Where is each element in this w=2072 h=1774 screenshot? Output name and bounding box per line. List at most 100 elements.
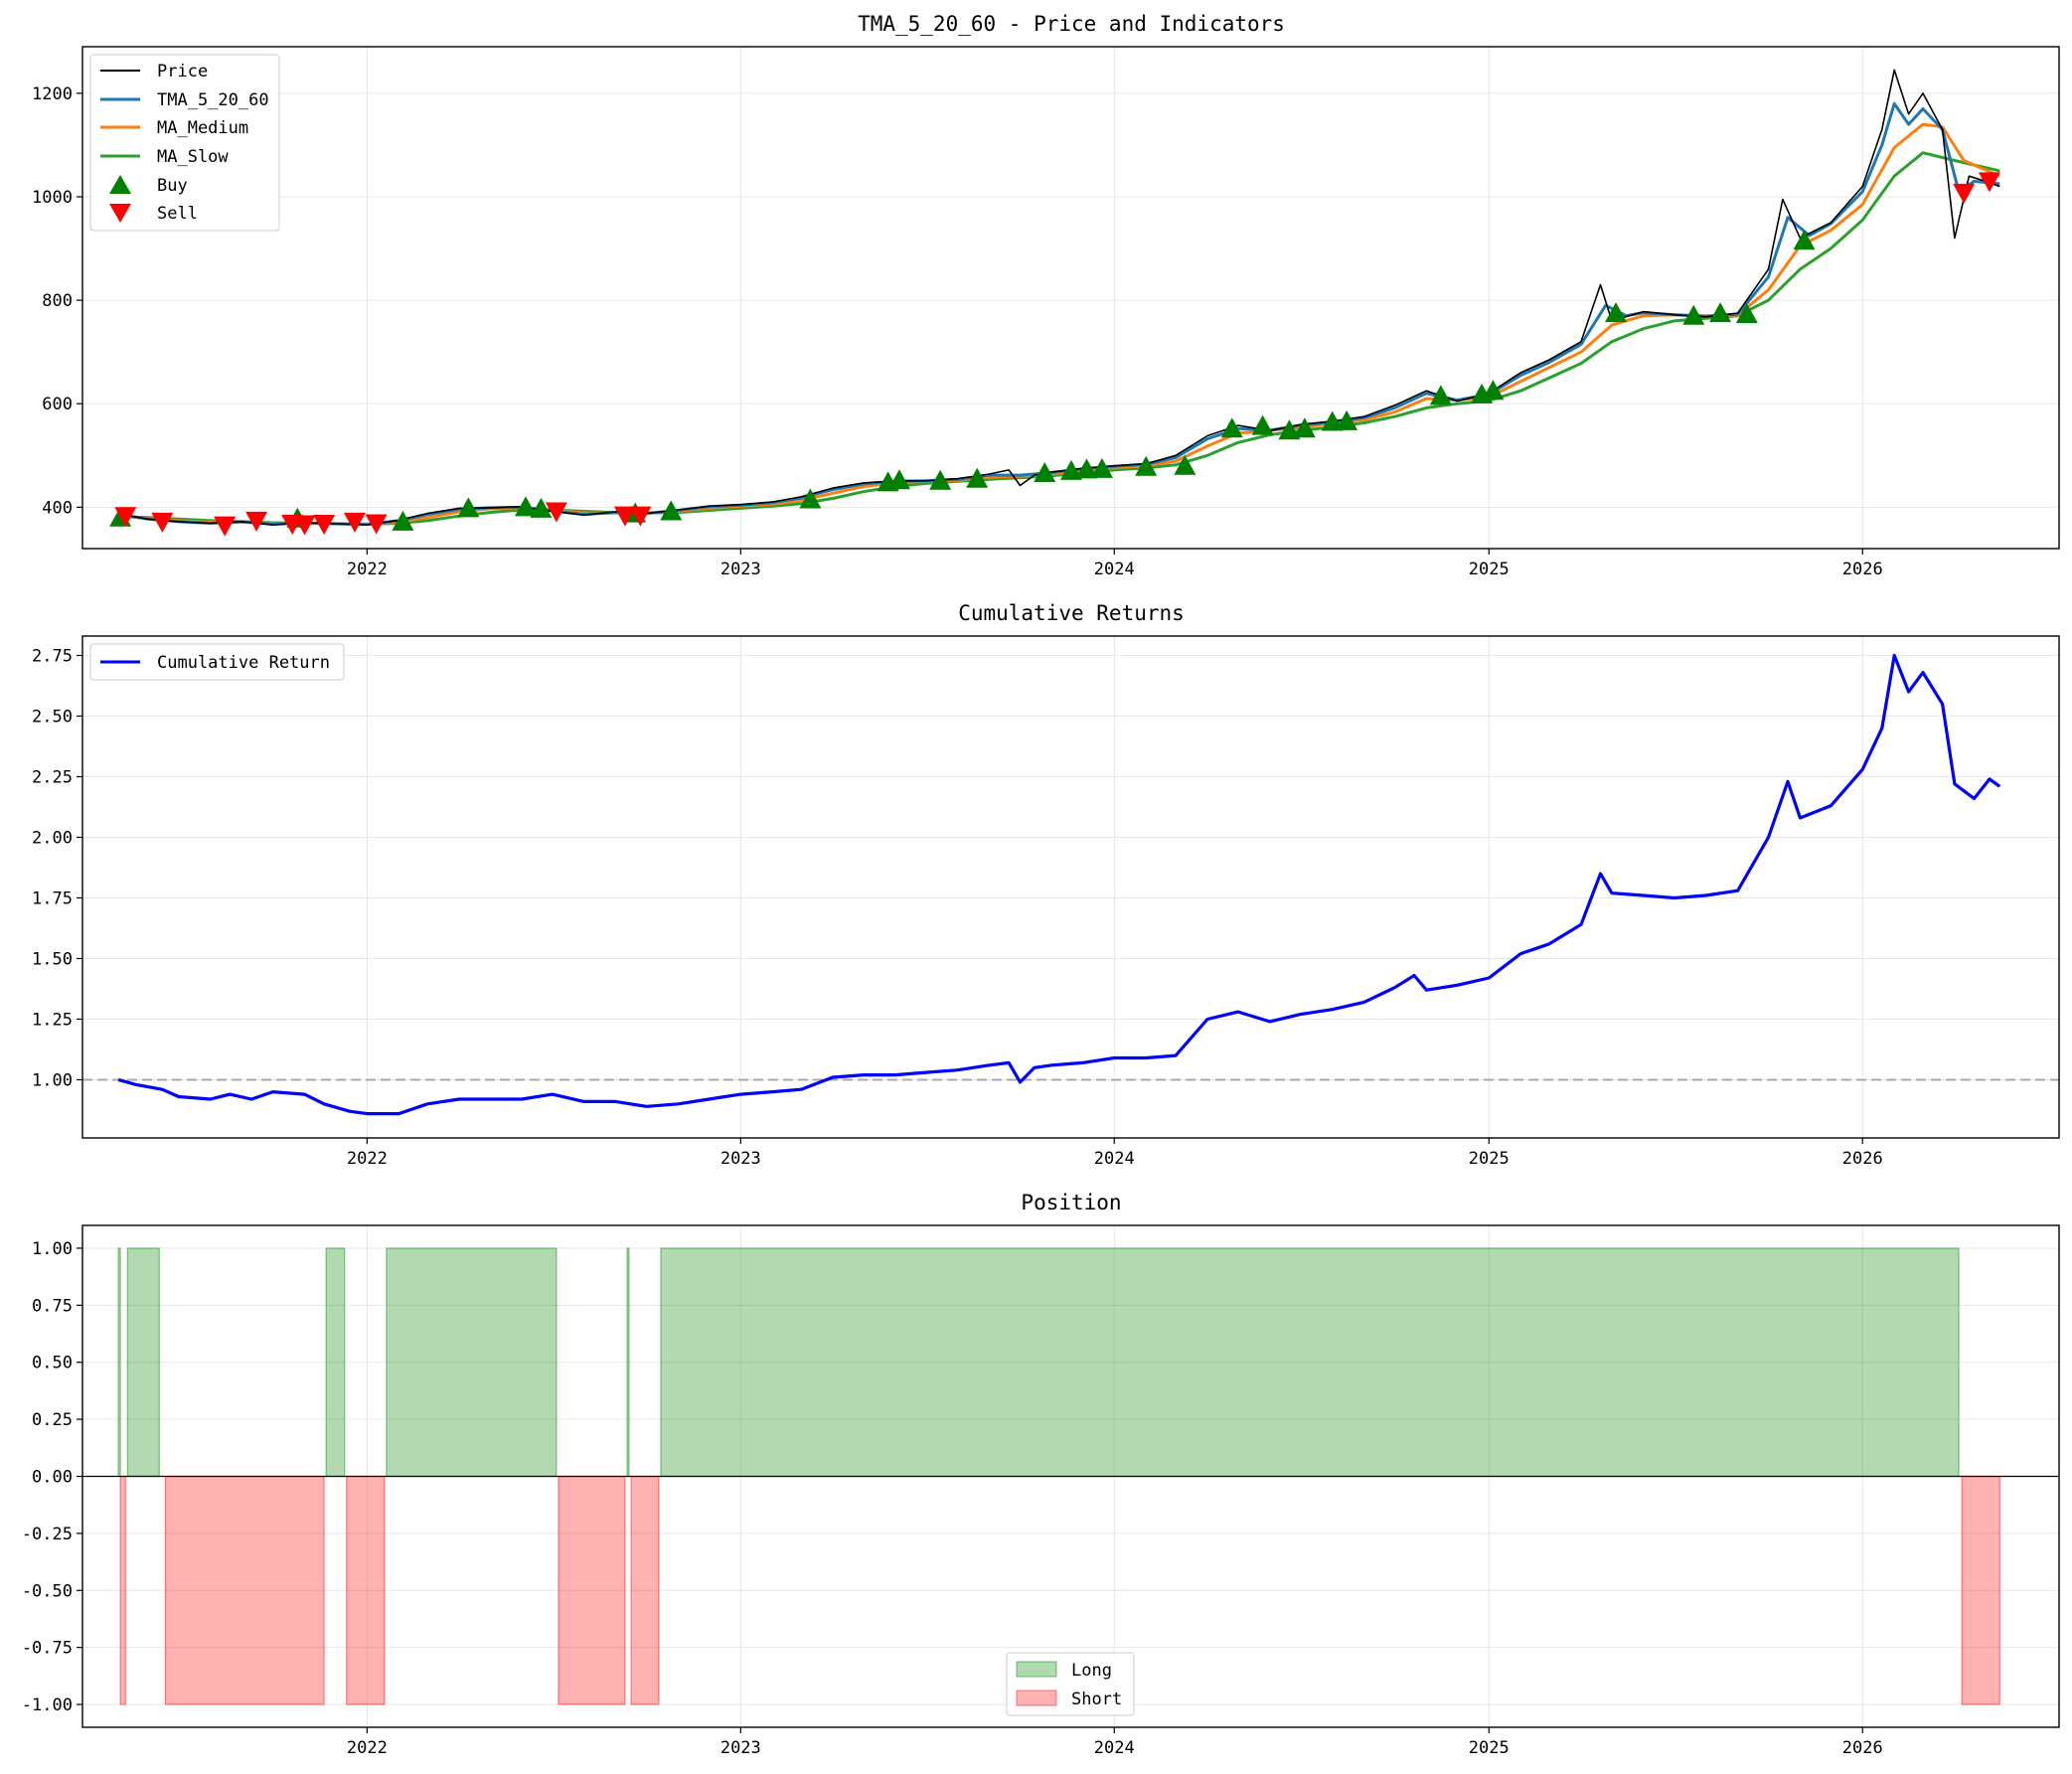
sell-marker	[114, 507, 137, 528]
sell-marker	[545, 502, 567, 523]
legend-sell-marker	[109, 204, 131, 223]
y-tick-label: 1.75	[32, 888, 73, 908]
long-area	[126, 1247, 160, 1478]
buy-marker	[1060, 459, 1083, 480]
buy-marker	[1709, 302, 1732, 323]
returns-y-ticks: 1.00 1.25 1.50 1.75 2.00 2.25 2.50 2.75	[32, 647, 82, 1090]
sell-marker	[629, 506, 652, 527]
long-area	[626, 1247, 630, 1478]
position-panel: Position 2022 2023 2024 2025 2026 1.00 0.75 0.…	[22, 1191, 2060, 1758]
y-tick-label: 600	[42, 395, 73, 414]
buy-marker	[1604, 302, 1627, 323]
x-tick-label: 2025	[1469, 1738, 1510, 1758]
short-area	[558, 1475, 626, 1705]
buy-marker	[1251, 414, 1274, 435]
buy-marker	[660, 500, 683, 521]
y-tick-label: 1.00	[32, 1239, 73, 1259]
buy-marker	[1278, 419, 1301, 440]
price-grid	[82, 47, 2059, 549]
buy-marker	[1220, 417, 1243, 438]
position-series	[117, 1247, 2000, 1705]
buy-marker	[457, 497, 480, 518]
legend-buy-marker	[109, 175, 131, 194]
returns-panel: Cumulative Returns 2022 2023 2024 2025 2026 …	[32, 601, 2060, 1169]
y-tick-label: 0.75	[32, 1296, 73, 1316]
price-y-ticks: 400 600 800 1000 1200	[32, 84, 82, 518]
sell-marker	[365, 514, 388, 535]
x-tick-label: 2023	[720, 560, 761, 579]
position-x-ticks: 2022 2023 2024 2025 2026	[347, 1727, 1883, 1758]
sell-marker	[214, 516, 237, 537]
y-tick-label: 2.50	[32, 708, 73, 727]
price-panel-title: TMA_5_20_60 - Price and Indicators	[858, 12, 1285, 36]
buy-marker	[1482, 380, 1505, 401]
series-line-cumulative-return	[117, 653, 2001, 1116]
y-tick-label: 0.50	[32, 1354, 73, 1373]
returns-x-ticks: 2022 2023 2024 2025 2026	[347, 1138, 1883, 1169]
price-markers	[109, 172, 2000, 537]
y-tick-label: 0.25	[32, 1410, 73, 1430]
price-legend: Price TMA_5_20_60 MA_Medium MA_Slow Buy …	[89, 54, 280, 232]
x-tick-label: 2024	[1094, 1149, 1135, 1169]
sell-marker	[293, 515, 316, 536]
y-tick-label: -0.50	[22, 1581, 73, 1601]
legend-ma-medium-label: MA_Medium	[157, 118, 248, 138]
sell-marker	[1978, 172, 2000, 193]
position-panel-title: Position	[1021, 1191, 1121, 1214]
x-tick-label: 2026	[1842, 1149, 1883, 1169]
legend-short-label: Short	[1071, 1690, 1122, 1709]
x-tick-label: 2024	[1094, 560, 1135, 579]
y-tick-label: 2.25	[32, 767, 73, 787]
y-tick-label: 400	[42, 498, 73, 518]
sell-marker	[245, 511, 268, 532]
buy-marker	[392, 510, 414, 531]
buy-marker	[1135, 455, 1158, 476]
y-tick-label: 2.75	[32, 647, 73, 667]
buy-marker	[515, 496, 538, 517]
buy-marker	[1034, 461, 1056, 482]
buy-marker	[1336, 409, 1358, 430]
y-tick-label: 1.50	[32, 949, 73, 969]
legend-price-label: Price	[157, 62, 208, 81]
returns-panel-title: Cumulative Returns	[958, 601, 1185, 625]
sell-marker	[343, 512, 366, 533]
y-tick-label: 0.00	[32, 1468, 73, 1488]
legend-tma-label: TMA_5_20_60	[157, 90, 269, 110]
long-area	[325, 1247, 346, 1478]
x-tick-label: 2024	[1094, 1738, 1135, 1758]
sell-marker	[313, 515, 336, 536]
short-area	[119, 1475, 126, 1705]
short-area	[630, 1475, 660, 1705]
buy-marker	[1429, 385, 1452, 405]
price-panel: TMA_5_20_60 - Price and Indicators 2022 2…	[32, 12, 2060, 579]
legend-long-swatch	[1016, 1661, 1057, 1678]
x-tick-label: 2022	[347, 1149, 388, 1169]
returns-axes-frame	[81, 635, 2060, 1139]
long-area	[660, 1247, 1960, 1478]
position-legend-box	[1006, 1652, 1135, 1716]
legend-sell-label: Sell	[157, 204, 198, 224]
buy-marker	[530, 497, 553, 518]
sell-marker	[1953, 183, 1976, 204]
buy-marker	[1735, 303, 1758, 324]
legend-short-swatch	[1016, 1690, 1057, 1706]
legend-long-label: Long	[1071, 1661, 1112, 1681]
returns-legend-box	[89, 643, 345, 681]
x-tick-label: 2022	[347, 1738, 388, 1758]
y-tick-label: 1200	[32, 84, 73, 104]
y-tick-label: 2.00	[32, 828, 73, 848]
buy-marker	[1075, 458, 1098, 479]
position-y-ticks: 1.00 0.75 0.50 0.25 0.00 -0.25 -0.50 -0.75 -1.00	[22, 1239, 82, 1715]
y-tick-label: 1.00	[32, 1070, 73, 1090]
x-tick-label: 2025	[1469, 1149, 1510, 1169]
x-tick-label: 2023	[720, 1149, 761, 1169]
y-tick-label: 800	[42, 291, 73, 311]
y-tick-label: 1000	[32, 188, 73, 208]
buy-marker	[966, 467, 989, 488]
long-area	[386, 1247, 558, 1478]
returns-series	[117, 653, 2001, 1116]
buy-marker	[1090, 457, 1113, 478]
y-tick-label: -0.75	[22, 1639, 73, 1659]
buy-marker	[1293, 417, 1316, 438]
